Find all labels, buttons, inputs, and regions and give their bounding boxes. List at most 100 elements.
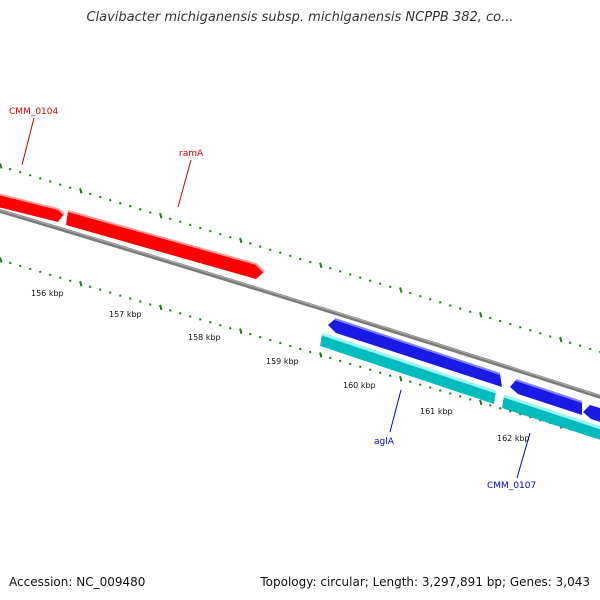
minor-tick	[99, 195, 102, 199]
scale-label: 156 kbp	[31, 289, 64, 298]
minor-tick	[9, 261, 12, 265]
label-leader-agla	[389, 389, 402, 433]
minor-tick	[269, 338, 272, 342]
minor-tick	[439, 389, 442, 392]
minor-tick	[459, 307, 462, 310]
minor-tick	[459, 395, 462, 398]
minor-tick	[419, 294, 422, 298]
minor-tick	[59, 183, 62, 186]
minor-tick	[199, 226, 202, 230]
minor-tick	[139, 208, 142, 211]
minor-tick	[149, 211, 152, 214]
minor-tick	[99, 288, 102, 291]
minor-tick	[409, 291, 412, 295]
minor-tick	[9, 167, 12, 171]
minor-tick	[499, 319, 502, 323]
scale-label: 158 kbp	[188, 333, 221, 342]
gene-cmm-0107[interactable]	[502, 394, 600, 443]
minor-tick	[429, 298, 432, 301]
minor-tick	[189, 223, 192, 227]
minor-tick	[89, 192, 92, 196]
minor-tick	[369, 368, 372, 372]
minor-tick	[119, 201, 122, 205]
minor-tick	[449, 392, 452, 395]
minor-tick	[119, 294, 122, 297]
minor-tick	[279, 251, 282, 255]
minor-tick	[329, 356, 332, 360]
minor-tick	[309, 260, 312, 264]
minor-tick	[549, 335, 552, 338]
gene-label-agla[interactable]: aglA	[374, 437, 395, 447]
minor-tick	[299, 347, 302, 351]
major-tick	[479, 399, 483, 406]
minor-tick	[149, 303, 152, 306]
minor-tick	[509, 322, 512, 326]
scale-label: 157 kbp	[109, 310, 142, 319]
minor-tick	[259, 335, 262, 339]
minor-tick	[309, 350, 312, 354]
gene-next-protein[interactable]	[583, 405, 600, 425]
gene-label-rama[interactable]: ramA	[179, 149, 204, 159]
minor-tick	[489, 404, 492, 407]
minor-tick	[349, 362, 352, 366]
minor-tick	[339, 270, 342, 273]
minor-tick	[389, 374, 392, 377]
minor-tick	[19, 170, 22, 174]
gene-rama[interactable]	[66, 210, 265, 279]
minor-tick	[109, 198, 112, 202]
minor-tick	[349, 273, 352, 276]
major-tick	[239, 328, 243, 334]
minor-tick	[129, 205, 132, 208]
genome-backbone-highlight	[0, 209, 600, 397]
gene-cmm-0107-protein[interactable]	[510, 379, 583, 415]
minor-tick	[139, 300, 142, 303]
minor-tick	[469, 310, 472, 313]
minor-tick	[569, 341, 572, 344]
minor-tick	[519, 325, 522, 329]
minor-tick	[449, 304, 452, 307]
minor-tick	[379, 282, 382, 286]
minor-tick	[539, 332, 542, 335]
minor-tick	[499, 407, 502, 410]
major-tick	[319, 262, 323, 268]
minor-tick	[289, 254, 292, 258]
label-leader-rama	[177, 159, 192, 208]
gene-agla-protein[interactable]	[328, 318, 502, 387]
minor-tick	[69, 186, 72, 189]
major-tick	[399, 375, 403, 382]
gene-agla[interactable]	[320, 332, 497, 404]
scale-label: 162 kbp	[497, 434, 530, 443]
lower-tick-track	[0, 257, 600, 440]
minor-tick	[359, 276, 362, 279]
genome-backbone	[0, 208, 600, 399]
minor-tick	[49, 180, 52, 183]
minor-tick	[179, 220, 182, 224]
minor-tick	[209, 229, 212, 233]
gene-cmm-0104[interactable]	[0, 192, 65, 222]
scale-labels: 156 kbp 157 kbp 158 kbp 159 kbp 160 kbp …	[31, 289, 530, 443]
minor-tick	[359, 365, 362, 369]
minor-tick	[579, 344, 582, 348]
minor-tick	[189, 315, 192, 318]
scale-label: 160 kbp	[343, 381, 376, 390]
minor-tick	[369, 279, 372, 282]
minor-tick	[169, 309, 172, 312]
minor-tick	[429, 386, 432, 389]
minor-tick	[39, 177, 42, 180]
upper-tick-track	[0, 163, 600, 354]
minor-tick	[129, 297, 132, 300]
minor-tick	[529, 329, 532, 332]
minor-tick	[29, 267, 32, 271]
minor-tick	[389, 285, 392, 289]
major-tick	[79, 280, 83, 287]
label-leader-cmm-0104	[21, 117, 35, 166]
minor-tick	[39, 270, 42, 274]
minor-tick	[289, 344, 292, 348]
gene-label-cmm-0107[interactable]: CMM_0107	[487, 481, 536, 491]
major-tick	[399, 287, 403, 293]
minor-tick	[379, 371, 382, 374]
gene-label-cmm-0104[interactable]: CMM_0104	[9, 107, 58, 117]
label-leader-cmm-0107	[516, 432, 531, 479]
minor-tick	[229, 236, 232, 239]
